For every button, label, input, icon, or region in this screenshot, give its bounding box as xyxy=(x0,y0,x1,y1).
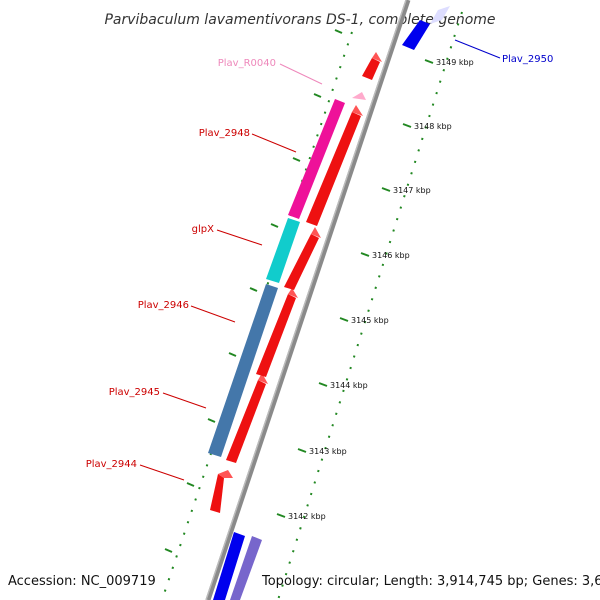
gene-arrow-plav-2945-tip xyxy=(258,373,268,384)
gene-arrow-plav-2945[interactable] xyxy=(226,380,266,463)
gene-arrow-plav-2950-light xyxy=(430,6,450,24)
leader-plav-2945 xyxy=(162,392,207,409)
gene-arrow-glpx-tip xyxy=(311,227,321,238)
cluster-bars xyxy=(208,99,345,457)
leader-plav-r0040 xyxy=(279,63,323,85)
cluster-bar-glpx[interactable] xyxy=(266,218,300,283)
gene-arrow-plav-2944-top xyxy=(218,470,233,478)
gene-arrow-plav-2946-tip xyxy=(288,288,298,298)
outer-track-tick xyxy=(228,352,237,357)
leader-plav-2948 xyxy=(251,133,297,153)
ruler-tick xyxy=(339,317,349,322)
gene-arrow-bottom-2[interactable] xyxy=(230,536,262,600)
ruler-tick xyxy=(360,252,370,257)
gene-arrow-top-tip xyxy=(372,52,382,62)
ruler-tick xyxy=(424,59,434,64)
rna-arrow-plav-r0040[interactable] xyxy=(352,92,366,100)
ruler-label: 3147 kbp xyxy=(393,186,431,195)
ruler-label: 3146 kbp xyxy=(372,251,410,260)
ruler-label: 3145 kbp xyxy=(351,316,389,325)
ruler-label: 3142 kbp xyxy=(288,512,326,521)
ruler: 3142 kbp 3143 kbp 3144 kbp 3145 kbp 3146 kbp… xyxy=(276,58,474,521)
label-glpx[interactable]: glpX xyxy=(192,224,214,235)
gene-arrow-plav-2950[interactable] xyxy=(402,20,430,50)
label-plav-2950[interactable]: Plav_2950 xyxy=(502,54,553,65)
outer-track-tick xyxy=(207,418,216,423)
outer-track-tick xyxy=(292,157,301,162)
ruler-label: 3144 kbp xyxy=(330,381,368,390)
label-plav-2946[interactable]: Plav_2946 xyxy=(138,300,189,311)
gene-arrow-plav-2946[interactable] xyxy=(256,294,296,377)
genome-backbone-highlight xyxy=(205,0,407,600)
leader-glpx xyxy=(216,229,263,246)
label-plav-r0040[interactable]: Plav_R0040 xyxy=(218,58,276,69)
ruler-tick xyxy=(318,382,328,387)
leader-plav-2944 xyxy=(139,464,185,481)
outer-track-tick xyxy=(164,548,173,553)
label-plav-2948[interactable]: Plav_2948 xyxy=(199,128,250,139)
label-plav-2944[interactable]: Plav_2944 xyxy=(86,459,137,470)
gene-arrow-bottom-1[interactable] xyxy=(213,532,245,600)
ruler-tick xyxy=(297,448,307,453)
outer-track-tick xyxy=(270,223,279,228)
ruler-label: 3149 kbp xyxy=(436,58,474,67)
gene-labels: Plav_2950 Plav_R0040 Plav_2948 glpX Plav… xyxy=(86,39,553,481)
cluster-bar-plav-2948[interactable] xyxy=(288,99,345,219)
leader-plav-2950 xyxy=(454,39,501,59)
gene-arrow-plav-2948-tip xyxy=(352,105,363,116)
ruler-label: 3143 kbp xyxy=(309,447,347,456)
forward-strand-genes xyxy=(213,6,450,600)
gene-arrow-top[interactable] xyxy=(362,58,380,80)
label-plav-2945[interactable]: Plav_2945 xyxy=(109,387,160,398)
gene-arrow-glpx[interactable] xyxy=(284,234,319,290)
genome-backbone xyxy=(205,0,411,600)
cluster-bar-plav-2946[interactable] xyxy=(208,284,278,457)
accession-text: Accession: NC_009719 xyxy=(8,574,156,589)
outer-track-tick xyxy=(313,93,322,98)
gene-arrow-plav-2948[interactable] xyxy=(306,112,361,226)
leader-plav-2946 xyxy=(190,305,236,323)
ruler-label: 3148 kbp xyxy=(414,122,452,131)
outer-track-tick xyxy=(186,482,195,487)
topology-text: Topology: circular; Length: 3,914,745 bp… xyxy=(262,574,600,589)
gene-arrow-plav-2944[interactable] xyxy=(210,474,224,513)
ruler-tick xyxy=(276,513,286,518)
ruler-tick xyxy=(402,123,412,128)
outer-track-ticks xyxy=(164,29,343,553)
ruler-tick xyxy=(381,187,391,192)
outer-track-tick xyxy=(249,287,258,292)
reverse-strand-genes xyxy=(210,52,382,513)
outer-track-tick xyxy=(334,29,343,34)
